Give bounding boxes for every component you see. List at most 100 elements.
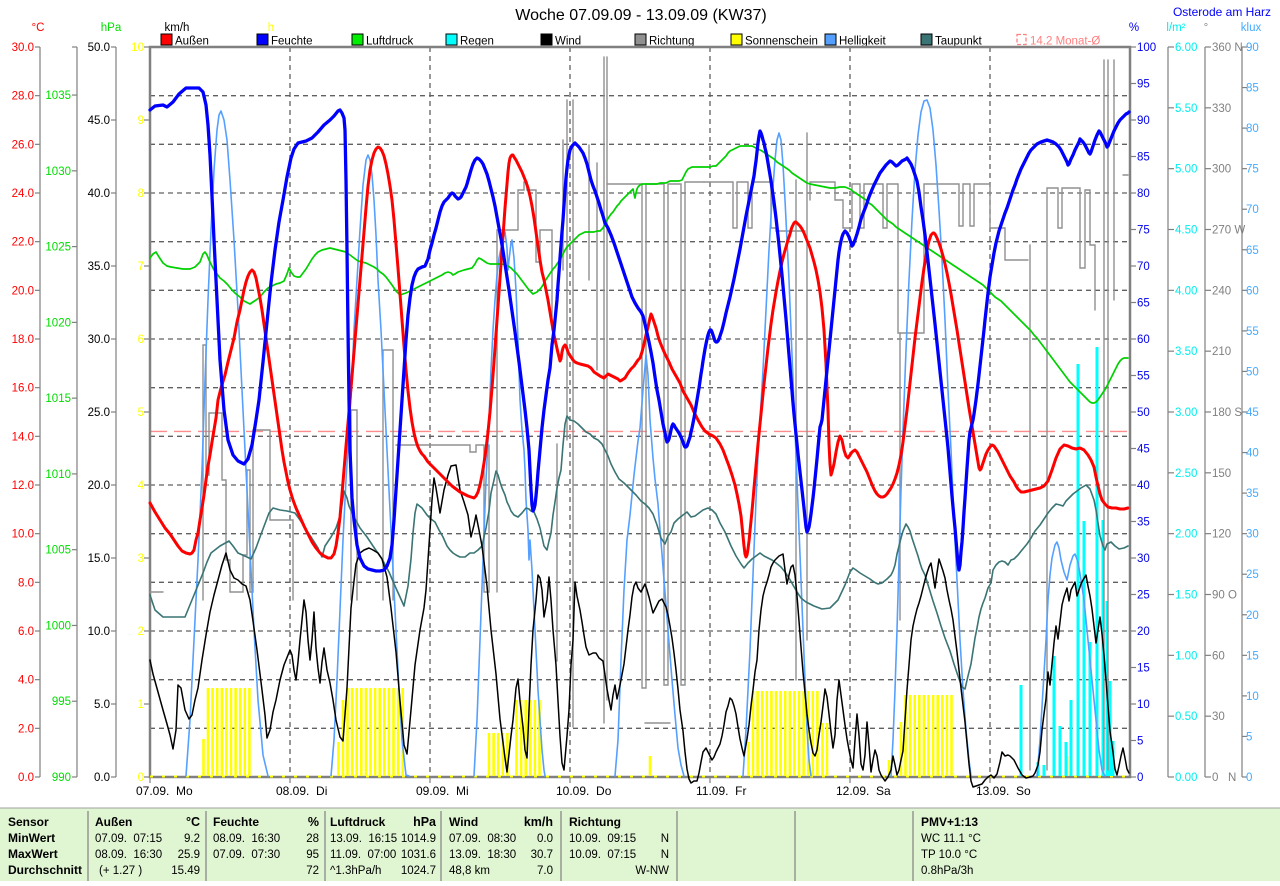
svg-text:70: 70 (1137, 261, 1150, 273)
svg-text:7: 7 (138, 261, 144, 273)
svg-text:8.0: 8.0 (18, 577, 34, 589)
svg-text:25.9: 25.9 (178, 849, 200, 861)
svg-text:120: 120 (1212, 529, 1231, 541)
svg-text:3.50: 3.50 (1175, 346, 1197, 358)
svg-text:20.0: 20.0 (88, 480, 110, 492)
svg-text:15.49: 15.49 (171, 865, 200, 877)
svg-text:35.0: 35.0 (88, 261, 110, 273)
svg-text:Taupunkt: Taupunkt (935, 36, 982, 48)
svg-text:10.09. 07:15: 10.09. 07:15 (569, 849, 636, 861)
svg-text:1: 1 (138, 699, 144, 711)
svg-text:50: 50 (1137, 407, 1150, 419)
svg-text:°C: °C (186, 815, 200, 829)
svg-text:28.0: 28.0 (12, 91, 34, 103)
svg-text:40: 40 (1137, 480, 1150, 492)
svg-text:0.00: 0.00 (1175, 772, 1197, 784)
svg-text:1030: 1030 (45, 166, 71, 178)
svg-text:Außen: Außen (95, 815, 132, 829)
svg-text:28: 28 (306, 833, 319, 845)
svg-text:12.09. Sa: 12.09. Sa (836, 784, 891, 798)
svg-text:5: 5 (138, 407, 144, 419)
svg-text:07.09. Mo: 07.09. Mo (136, 784, 193, 798)
svg-text:15: 15 (1137, 663, 1150, 675)
svg-text:MaxWert: MaxWert (8, 847, 58, 861)
svg-text:Sensor: Sensor (8, 815, 49, 829)
svg-text:hPa: hPa (413, 815, 437, 829)
svg-text:PMV+1:13: PMV+1:13 (921, 815, 978, 829)
svg-text:90 O: 90 O (1212, 590, 1237, 602)
svg-text:1014.9: 1014.9 (401, 833, 436, 845)
svg-text:995: 995 (52, 696, 71, 708)
svg-text:75: 75 (1246, 164, 1259, 176)
svg-text:1.50: 1.50 (1175, 590, 1197, 602)
svg-text:15: 15 (1246, 650, 1259, 662)
svg-text:W-NW: W-NW (635, 865, 669, 877)
svg-text:Sonnenschein: Sonnenschein (745, 36, 818, 48)
svg-text:55: 55 (1137, 371, 1150, 383)
svg-text:13.09. 16:15: 13.09. 16:15 (330, 833, 397, 845)
svg-text:50.0: 50.0 (88, 42, 110, 54)
svg-text:40.0: 40.0 (88, 188, 110, 200)
svg-text:0.0: 0.0 (94, 772, 110, 784)
svg-text:210: 210 (1212, 346, 1231, 358)
svg-text:95: 95 (306, 849, 319, 861)
svg-text:240: 240 (1212, 285, 1231, 297)
svg-text:7.0: 7.0 (537, 865, 553, 877)
svg-text:Wind: Wind (449, 815, 478, 829)
svg-text:60: 60 (1212, 650, 1225, 662)
svg-text:35: 35 (1246, 488, 1259, 500)
svg-text:Wind: Wind (555, 36, 581, 48)
svg-text:1015: 1015 (45, 393, 71, 405)
svg-text:Helligkeit: Helligkeit (839, 36, 886, 48)
svg-text:1005: 1005 (45, 545, 71, 557)
svg-text:5: 5 (1246, 731, 1252, 743)
svg-text:6: 6 (138, 334, 144, 346)
svg-text:TP 10.0 °C: TP 10.0 °C (921, 849, 977, 861)
svg-text:360 N: 360 N (1212, 42, 1243, 54)
svg-text:3.00: 3.00 (1175, 407, 1197, 419)
svg-text:Richtung: Richtung (569, 815, 621, 829)
svg-text:55: 55 (1246, 326, 1259, 338)
svg-text:65: 65 (1246, 245, 1259, 257)
svg-text:10.09. Do: 10.09. Do (556, 784, 612, 798)
svg-text:3: 3 (138, 553, 144, 565)
svg-text:0.50: 0.50 (1175, 711, 1197, 723)
svg-text:2.00: 2.00 (1175, 529, 1197, 541)
svg-text:l/m²: l/m² (1166, 22, 1185, 34)
svg-text:11.09. Fr: 11.09. Fr (696, 784, 746, 798)
svg-text:50: 50 (1246, 366, 1259, 378)
svg-text:1000: 1000 (45, 620, 71, 632)
svg-text:0.8hPa/3h: 0.8hPa/3h (921, 865, 973, 877)
svg-text:(+ 1.27 ): (+ 1.27 ) (99, 865, 142, 877)
svg-text:N: N (661, 849, 669, 861)
svg-text:WC 11.1 °C: WC 11.1 °C (921, 833, 981, 845)
svg-text:07.09. 08:30: 07.09. 08:30 (449, 833, 516, 845)
svg-text:%: % (308, 815, 319, 829)
svg-text:80: 80 (1246, 123, 1259, 135)
svg-text:30.0: 30.0 (88, 334, 110, 346)
svg-text:75: 75 (1137, 225, 1150, 237)
svg-text:90: 90 (1137, 115, 1150, 127)
svg-text:18.0: 18.0 (12, 334, 34, 346)
svg-text:MinWert: MinWert (8, 831, 55, 845)
svg-text:0.0: 0.0 (537, 833, 553, 845)
svg-text:45: 45 (1137, 444, 1150, 456)
svg-text:990: 990 (52, 772, 71, 784)
svg-text:72: 72 (306, 865, 319, 877)
svg-text:25.0: 25.0 (88, 407, 110, 419)
svg-text:20.0: 20.0 (12, 285, 34, 297)
svg-text:10.09. 09:15: 10.09. 09:15 (569, 833, 636, 845)
svg-text:4.50: 4.50 (1175, 225, 1197, 237)
svg-text:14.2 Monat-Ø: 14.2 Monat-Ø (1030, 36, 1100, 48)
svg-text:85: 85 (1246, 83, 1259, 95)
svg-text:km/h: km/h (524, 815, 553, 829)
svg-text:0: 0 (138, 772, 144, 784)
svg-text:1024.7: 1024.7 (401, 865, 436, 877)
svg-text:30: 30 (1246, 529, 1259, 541)
svg-text:2.0: 2.0 (18, 723, 34, 735)
svg-text:5: 5 (1137, 736, 1143, 748)
svg-text:48,8 km: 48,8 km (449, 865, 490, 877)
svg-text:1.00: 1.00 (1175, 650, 1197, 662)
svg-text:hPa: hPa (101, 22, 122, 34)
svg-text:30: 30 (1212, 711, 1225, 723)
